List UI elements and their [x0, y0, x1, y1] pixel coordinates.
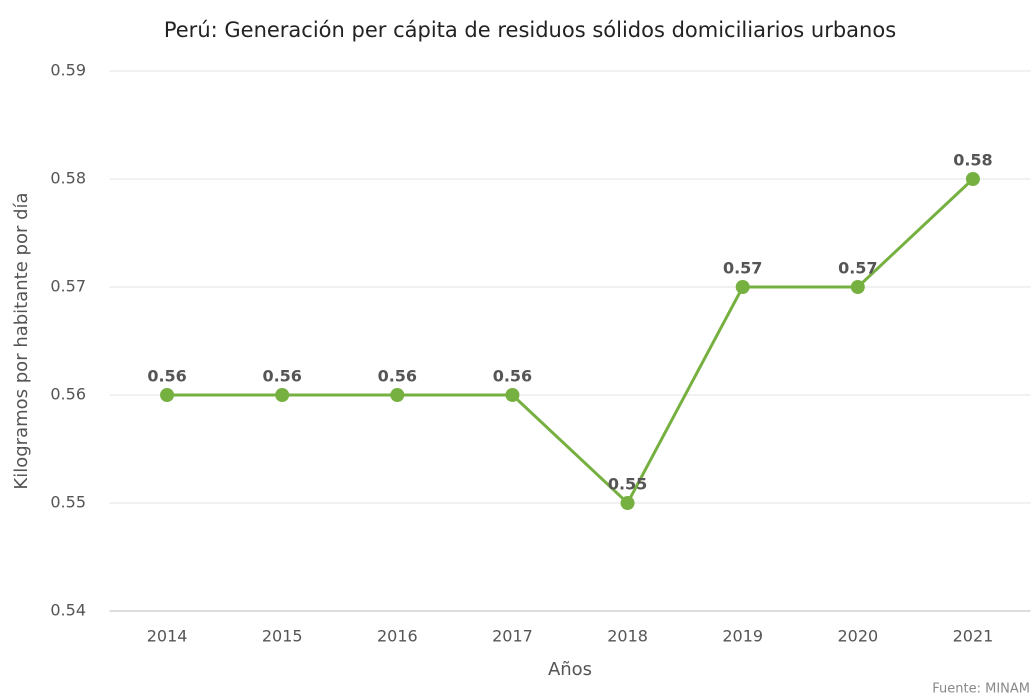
data-label: 0.57: [723, 259, 762, 278]
source: Fuente: MINAM: [932, 682, 1030, 697]
data-label: 0.55: [608, 475, 647, 494]
y-axis-title: Kilogramos por habitante por día: [11, 192, 32, 489]
point: [505, 388, 520, 402]
y-tick-label: 0.58: [50, 169, 86, 188]
point: [620, 496, 635, 510]
x-tick-label: 2015: [262, 627, 303, 646]
line: [167, 177, 974, 506]
data-label: 0.57: [838, 259, 877, 278]
data-label: 0.56: [493, 367, 532, 386]
y-tick-label: 0.56: [50, 385, 86, 404]
chart-title: Perú: Generación per cápita de residuos …: [164, 18, 896, 42]
point: [390, 388, 405, 402]
x-tick-label: 2014: [147, 627, 188, 646]
x-tick-label: 2016: [377, 627, 418, 646]
x-tick-label: 2020: [837, 627, 878, 646]
y-tick-label: 0.55: [50, 493, 86, 512]
x-tick-label: 2018: [607, 627, 648, 646]
point: [735, 280, 750, 294]
data-label: 0.58: [953, 151, 992, 170]
data-label: 0.56: [262, 367, 301, 386]
x-tick-label: 2017: [492, 627, 533, 646]
y-tick-label: 0.59: [50, 61, 86, 80]
data-label: 0.56: [378, 367, 417, 386]
point: [275, 388, 290, 402]
y-tick-label: 0.54: [50, 601, 86, 620]
x-tick-label: 2021: [953, 627, 994, 646]
x-axis-title: Años: [548, 659, 592, 680]
point: [160, 388, 175, 402]
point: [965, 172, 980, 186]
y-tick-label: 0.57: [50, 277, 86, 296]
x-tick-label: 2019: [722, 627, 763, 646]
point: [850, 280, 865, 294]
data-label: 0.56: [147, 367, 186, 386]
